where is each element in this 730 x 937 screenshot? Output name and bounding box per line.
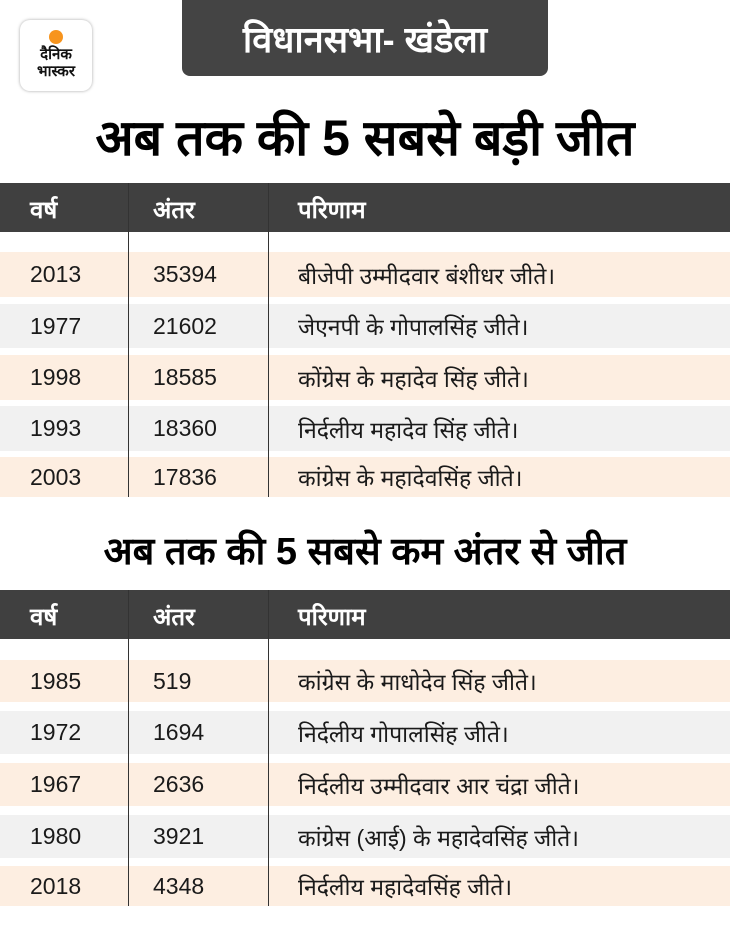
header-year: वर्ष bbox=[30, 197, 58, 224]
header-result: परिणाम bbox=[298, 197, 366, 224]
cell-result: निर्दलीय उम्मीदवार आर चंद्रा जीते। bbox=[298, 772, 580, 799]
table-header: वर्ष अंतर परिणाम bbox=[0, 183, 730, 232]
cell-margin: 2636 bbox=[153, 771, 205, 797]
cell-margin: 4348 bbox=[153, 872, 205, 899]
header-margin: अंतर bbox=[153, 197, 195, 224]
cell-year: 1972 bbox=[30, 719, 82, 745]
cell-result: कांग्रेस (आई) के महादेवसिंह जीते। bbox=[298, 824, 579, 851]
logo-line2: भास्कर bbox=[37, 63, 75, 80]
cell-result: निर्दलीय महादेव सिंह जीते। bbox=[298, 416, 519, 443]
cell-margin: 35394 bbox=[153, 261, 217, 287]
logo-line1: दैनिक bbox=[40, 46, 72, 63]
cell-year: 2018 bbox=[30, 872, 82, 899]
dainik-bhaskar-logo: दैनिक भास्कर bbox=[20, 20, 92, 91]
cell-result: जेएनपी के गोपालसिंह जीते। bbox=[298, 314, 529, 340]
cell-result: बीजेपी उम्मीदवार बंशीधर जीते। bbox=[298, 262, 556, 289]
cell-year: 1998 bbox=[30, 364, 82, 390]
constituency-banner: विधानसभा- खंडेला bbox=[182, 0, 548, 76]
table-row: 1967 2636 निर्दलीय उम्मीदवार आर चंद्रा जीत… bbox=[0, 763, 730, 806]
cell-result: कांग्रेस के माधोदेव सिंह जीते। bbox=[298, 669, 537, 695]
table-row: 1980 3921 कांग्रेस (आई) के महादेवसिंह जीते… bbox=[0, 815, 730, 858]
cell-year: 1967 bbox=[30, 771, 82, 797]
cell-result: कोंग्रेस के महादेव सिंह जीते। bbox=[298, 365, 529, 392]
cell-margin: 18360 bbox=[153, 415, 217, 441]
header-year: वर्ष bbox=[30, 604, 58, 631]
table-row: 1993 18360 निर्दलीय महादेव सिंह जीते। bbox=[0, 406, 730, 451]
cell-result: निर्दलीय महादेवसिंह जीते। bbox=[298, 874, 513, 900]
column-divider bbox=[268, 183, 269, 497]
cell-year: 1977 bbox=[30, 312, 82, 339]
table-row: 1985 519 कांग्रेस के माधोदेव सिंह जीते। bbox=[0, 660, 730, 702]
table-row: 2003 17836 कांग्रेस के महादेवसिंह जीते। bbox=[0, 457, 730, 497]
cell-margin: 1694 bbox=[153, 719, 205, 745]
cell-year: 1993 bbox=[30, 415, 82, 441]
table-row: 1972 1694 निर्दलीय गोपालसिंह जीते। bbox=[0, 711, 730, 754]
biggest-wins-table: वर्ष अंतर परिणाम 2013 35394 बीजेपी उम्मीदव… bbox=[0, 183, 730, 497]
header-margin: अंतर bbox=[153, 604, 195, 631]
table-header: वर्ष अंतर परिणाम bbox=[0, 590, 730, 639]
smallest-wins-table: वर्ष अंतर परिणाम 1985 519 कांग्रेस के माधो… bbox=[0, 590, 730, 906]
column-divider bbox=[268, 590, 269, 906]
cell-result: कांग्रेस के महादेवसिंह जीते। bbox=[298, 465, 523, 491]
biggest-wins-title: अब तक की 5 सबसे बड़ी जीत bbox=[95, 110, 635, 166]
header-result: परिणाम bbox=[298, 604, 366, 631]
cell-margin: 3921 bbox=[153, 823, 205, 849]
cell-margin: 21602 bbox=[153, 312, 217, 339]
column-divider bbox=[128, 183, 129, 497]
cell-result: निर्दलीय गोपालसिंह जीते। bbox=[298, 720, 509, 747]
smallest-wins-title: अब तक की 5 सबसे कम अंतर से जीत bbox=[103, 531, 627, 573]
cell-margin: 519 bbox=[153, 667, 192, 694]
column-divider bbox=[128, 590, 129, 906]
table-row: 2018 4348 निर्दलीय महादेवसिंह जीते। bbox=[0, 866, 730, 906]
cell-year: 1985 bbox=[30, 667, 82, 694]
cell-year: 2003 bbox=[30, 463, 82, 490]
sun-icon bbox=[49, 30, 63, 44]
table-row: 2013 35394 बीजेपी उम्मीदवार बंशीधर जीते। bbox=[0, 252, 730, 297]
cell-margin: 18585 bbox=[153, 364, 217, 390]
cell-year: 1980 bbox=[30, 823, 82, 849]
cell-margin: 17836 bbox=[153, 463, 217, 490]
table-row: 1998 18585 कोंग्रेस के महादेव सिंह जीते। bbox=[0, 355, 730, 400]
cell-year: 2013 bbox=[30, 261, 82, 287]
table-row: 1977 21602 जेएनपी के गोपालसिंह जीते। bbox=[0, 304, 730, 348]
